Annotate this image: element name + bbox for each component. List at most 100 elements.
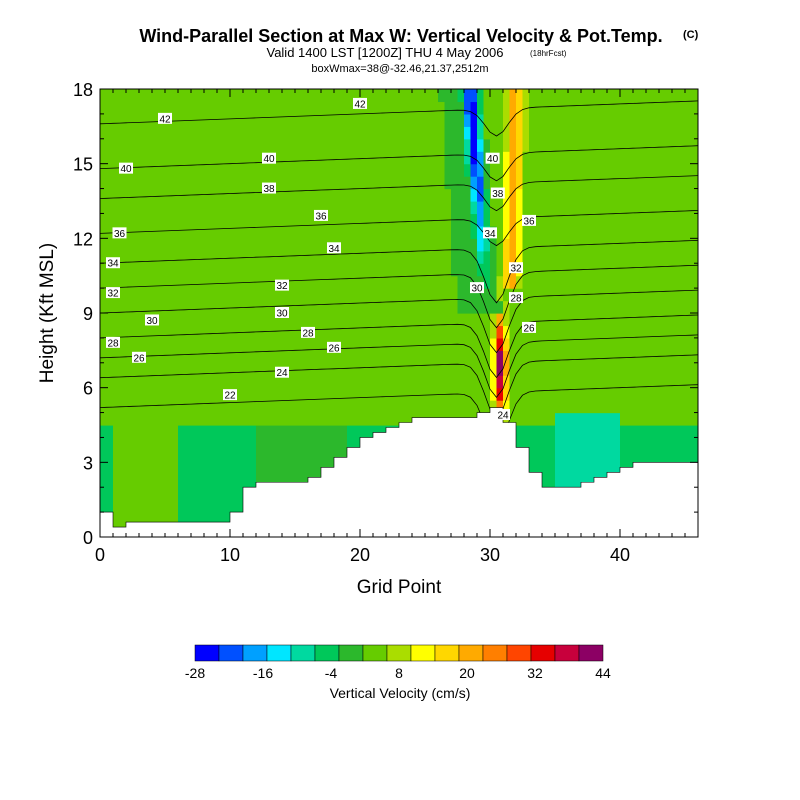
svg-text:36: 36 <box>523 216 535 227</box>
x-tick-label: 0 <box>95 545 105 565</box>
contour-label: 40 <box>485 152 500 165</box>
contour-label: 36 <box>522 214 536 227</box>
theta-contour-line <box>100 334 698 399</box>
contour-label: 26 <box>327 341 341 354</box>
theta-contour-line <box>100 384 698 448</box>
theta-contour-line <box>100 239 698 304</box>
svg-text:34: 34 <box>328 244 340 255</box>
svg-text:34: 34 <box>484 229 496 240</box>
contour-label: 38 <box>262 182 276 195</box>
contour-label: 30 <box>275 307 289 320</box>
svg-text:42: 42 <box>159 114 171 125</box>
colorbar-swatch <box>506 644 532 662</box>
contour-label: 30 <box>470 282 484 295</box>
contour-label: 28 <box>509 292 523 305</box>
theta-contour-line <box>100 100 698 137</box>
theta-contour-line <box>100 354 698 418</box>
contour-labels: 42 42 40 40 40 38 38 36 36 36 34 34 34 32 32 32 30 30 30 28… <box>106 97 536 422</box>
y-tick-label: 9 <box>83 304 93 324</box>
colorbar-title: Vertical Velocity (cm/s) <box>330 685 471 701</box>
chart-subtitle-note: (18hrFcst) <box>530 49 567 58</box>
contour-label: 28 <box>301 326 315 339</box>
svg-text:38: 38 <box>263 184 275 195</box>
colorbar-swatch <box>242 644 268 662</box>
y-tick-label: 15 <box>73 155 93 175</box>
contour-label: 36 <box>112 227 127 240</box>
contour-label: 28 <box>106 336 120 349</box>
terrain-mask <box>100 407 698 537</box>
colorbar-tick-label: 44 <box>595 665 611 681</box>
svg-text:42: 42 <box>354 99 366 110</box>
y-tick-label: 6 <box>83 379 93 399</box>
colorbar-swatch <box>410 644 436 662</box>
contour-label: 32 <box>275 279 289 292</box>
svg-text:34: 34 <box>107 259 119 270</box>
svg-text:26: 26 <box>133 353 145 364</box>
contour-label: 36 <box>314 209 328 222</box>
colorbar-swatch <box>386 644 412 662</box>
contour-label: 40 <box>262 152 276 165</box>
y-tick-label: 18 <box>73 80 93 100</box>
x-tick-label: 40 <box>610 545 630 565</box>
x-tick-label: 10 <box>220 545 240 565</box>
contour-label: 34 <box>327 242 341 255</box>
svg-text:40: 40 <box>487 154 499 165</box>
colorbar-tick-label: 32 <box>527 665 543 681</box>
svg-text:28: 28 <box>107 338 119 349</box>
colorbar-swatch <box>266 644 292 662</box>
colorbar-swatch <box>218 644 244 662</box>
chart-subtitle: Valid 1400 LST [1200Z] THU 4 May 2006 <box>266 45 503 60</box>
colorbar-swatch <box>530 644 556 662</box>
contour-label: 24 <box>275 366 289 379</box>
colorbar-swatch <box>434 644 460 662</box>
contour-label: 32 <box>509 262 523 275</box>
colorbar-swatch <box>482 644 508 662</box>
theta-contour-line <box>100 145 698 182</box>
svg-text:32: 32 <box>510 264 522 275</box>
contour-label: 34 <box>483 227 497 240</box>
svg-text:26: 26 <box>328 343 340 354</box>
colorbar-tick-label: -16 <box>253 665 273 681</box>
svg-text:30: 30 <box>146 316 158 327</box>
chart-box-info: boxWmax=38@-32.46,21.37,2512m <box>311 63 488 75</box>
svg-text:32: 32 <box>107 289 119 300</box>
theta-contour-line <box>100 264 698 329</box>
colorbar-swatch <box>578 644 604 662</box>
chart-title-group: Wind-Parallel Section at Max W: Vertical… <box>139 26 698 75</box>
y-tick-label: 0 <box>83 528 93 548</box>
y-axis-label: Height (Kft MSL) <box>37 243 58 383</box>
colorbar-swatch <box>314 644 340 662</box>
contour-label: 42 <box>353 97 367 110</box>
colorbar-tick-label: 8 <box>395 665 403 681</box>
contour-label: 22 <box>223 389 237 402</box>
x-tick-label: 20 <box>350 545 370 565</box>
colorbar-swatch <box>194 644 220 662</box>
colorbar: -28 -16 -4 8 20 32 44 <box>185 644 611 681</box>
y-tick-label: 3 <box>83 453 93 473</box>
colorbar-tick-label: 20 <box>459 665 475 681</box>
y-tick-label: 12 <box>73 229 93 249</box>
chart-title-unit: (C) <box>683 29 699 41</box>
contour-label: 32 <box>106 287 120 300</box>
contour-label: 26 <box>132 351 146 364</box>
svg-text:36: 36 <box>315 211 327 222</box>
colorbar-swatch <box>458 644 484 662</box>
theta-contour-line <box>100 210 698 247</box>
colorbar-swatch <box>554 644 580 662</box>
contour-label: 30 <box>145 314 159 327</box>
contour-label: 24 <box>496 409 510 422</box>
svg-text:30: 30 <box>471 284 483 295</box>
svg-text:26: 26 <box>523 323 535 334</box>
colorbar-swatch <box>290 644 316 662</box>
x-tick-label: 30 <box>480 545 500 565</box>
x-axis-label: Grid Point <box>357 577 442 598</box>
contour-label: 40 <box>119 162 133 175</box>
contour-label: 38 <box>490 187 505 200</box>
svg-text:24: 24 <box>276 368 288 379</box>
theta-contour-line <box>100 175 698 212</box>
theta-contour-line <box>100 289 698 354</box>
svg-text:36: 36 <box>114 229 126 240</box>
chart-title: Wind-Parallel Section at Max W: Vertical… <box>139 26 662 46</box>
